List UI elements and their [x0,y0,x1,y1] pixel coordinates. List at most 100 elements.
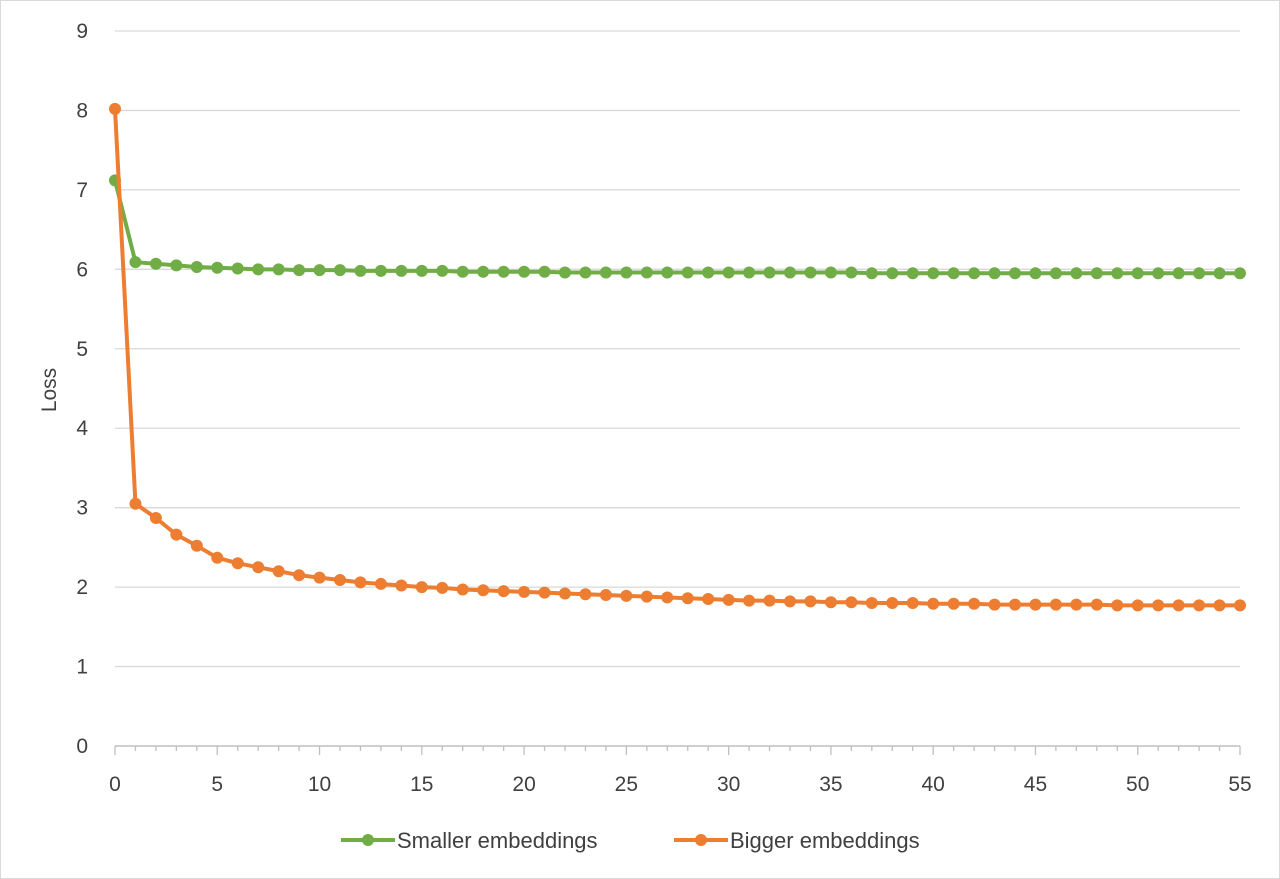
series-2-point-11 [334,573,346,586]
series-2-point-31 [743,594,756,607]
series-2-point-15 [415,581,428,594]
series-2-point-49 [1111,599,1124,612]
series-2-point-55 [1234,599,1246,612]
series-2-point-18 [477,584,490,597]
x-tick-label-15: 15 [410,773,433,796]
series-layer [109,102,1246,612]
x-tick-label-40: 40 [922,773,945,796]
series-1-point-5 [211,261,224,274]
series-2-point-6 [231,557,244,570]
series-2-point-52 [1172,599,1185,612]
series-2-point-42 [968,597,981,610]
series-1-point-40 [927,267,940,280]
series-2-point-21 [538,586,551,599]
series-1-point-53 [1193,267,1206,280]
series-1-point-49 [1111,267,1124,280]
series-2-point-3 [170,528,183,541]
y-axis-tick-labels: 0 1 2 3 4 5 6 7 8 9 [76,20,88,758]
series-2-point-1 [129,497,142,510]
series-2-point-17 [456,583,469,596]
series-1-point-36 [845,266,858,279]
series-1-point-31 [743,266,756,279]
series-1-point-20 [518,265,531,278]
x-tick-label-35: 35 [819,773,842,796]
series-1-point-21 [538,265,551,278]
y-tick-label-7: 7 [76,179,88,202]
series-2-point-16 [436,581,449,594]
series-2-point-37 [865,597,878,609]
series-2-point-51 [1152,599,1165,612]
series-1-point-18 [477,265,490,278]
series-2-point-43 [988,598,1001,611]
series-2-point-24 [599,589,612,602]
series-2-point-54 [1213,599,1226,612]
series-1-point-41 [947,267,960,280]
series-1-point-46 [1049,267,1062,280]
series-1-point-51 [1152,267,1165,280]
series-2-point-25 [620,589,633,602]
legend-item-1: Smaller embeddings [341,828,598,853]
series-1-point-2 [149,257,162,270]
series-1-point-44 [1009,267,1021,280]
series-1-point-11 [334,264,346,277]
y-tick-label-5: 5 [76,338,88,361]
y-tick-label-9: 9 [76,20,88,43]
series-2-point-8 [272,565,285,578]
series-2-point-7 [252,561,265,574]
x-tick-label-30: 30 [717,773,740,796]
series-1-point-3 [170,259,183,272]
series-2-point-50 [1131,599,1144,612]
series-1-point-54 [1213,267,1226,280]
y-axis-title: Loss [38,368,61,412]
series-2-point-46 [1049,598,1062,611]
series-line-1 [113,179,1240,276]
series-2-point-36 [845,596,858,609]
series-2-point-9 [293,569,306,582]
y-tick-label-1: 1 [76,656,88,679]
legend-item-2: Bigger embeddings [674,828,920,853]
series-1-point-16 [436,264,449,277]
series-2-point-29 [702,593,715,606]
x-tick-label-0: 0 [109,773,121,796]
series-1-point-28 [681,266,694,279]
y-tick-label-6: 6 [76,258,88,281]
series-2-point-19 [497,585,510,598]
series-1-point-34 [804,266,817,279]
series-1-point-35 [824,266,837,279]
y-tick-label-0: 0 [76,735,88,758]
legend: Smaller embeddings Bigger embeddings [341,828,920,853]
x-tick-label-25: 25 [615,773,638,796]
series-1-point-23 [579,266,592,279]
series-1-point-38 [886,267,899,280]
series-1-point-6 [231,262,244,275]
series-2-point-28 [681,592,694,605]
x-tick-label-5: 5 [211,773,223,796]
series-1-point-12 [354,264,367,277]
legend-swatch-marker-2 [695,834,707,846]
series-1-point-39 [906,267,919,280]
series-2-point-47 [1070,598,1083,611]
x-tick-label-50: 50 [1126,773,1149,796]
series-1-point-50 [1131,267,1144,280]
series-2-point-39 [906,597,919,609]
series-1-point-33 [784,266,796,279]
series-2-point-38 [886,597,899,609]
series-2-point-0 [109,102,121,115]
series-1-point-29 [702,266,715,279]
series-1-point-43 [988,267,1001,280]
series-2-point-41 [947,597,960,610]
series-1-point-14 [395,264,408,277]
series-1-point-24 [599,266,612,279]
series-2-point-12 [354,576,367,589]
series-1-point-25 [620,266,633,279]
series-2-point-34 [804,595,817,608]
series-1-point-4 [190,260,203,273]
series-1-point-17 [456,265,469,278]
series-1-point-30 [722,266,735,279]
series-2-point-48 [1090,598,1103,611]
legend-label-2: Bigger embeddings [730,828,920,853]
series-2-point-53 [1193,599,1206,612]
series-2-point-44 [1009,598,1021,611]
y-tick-label-8: 8 [76,99,88,122]
